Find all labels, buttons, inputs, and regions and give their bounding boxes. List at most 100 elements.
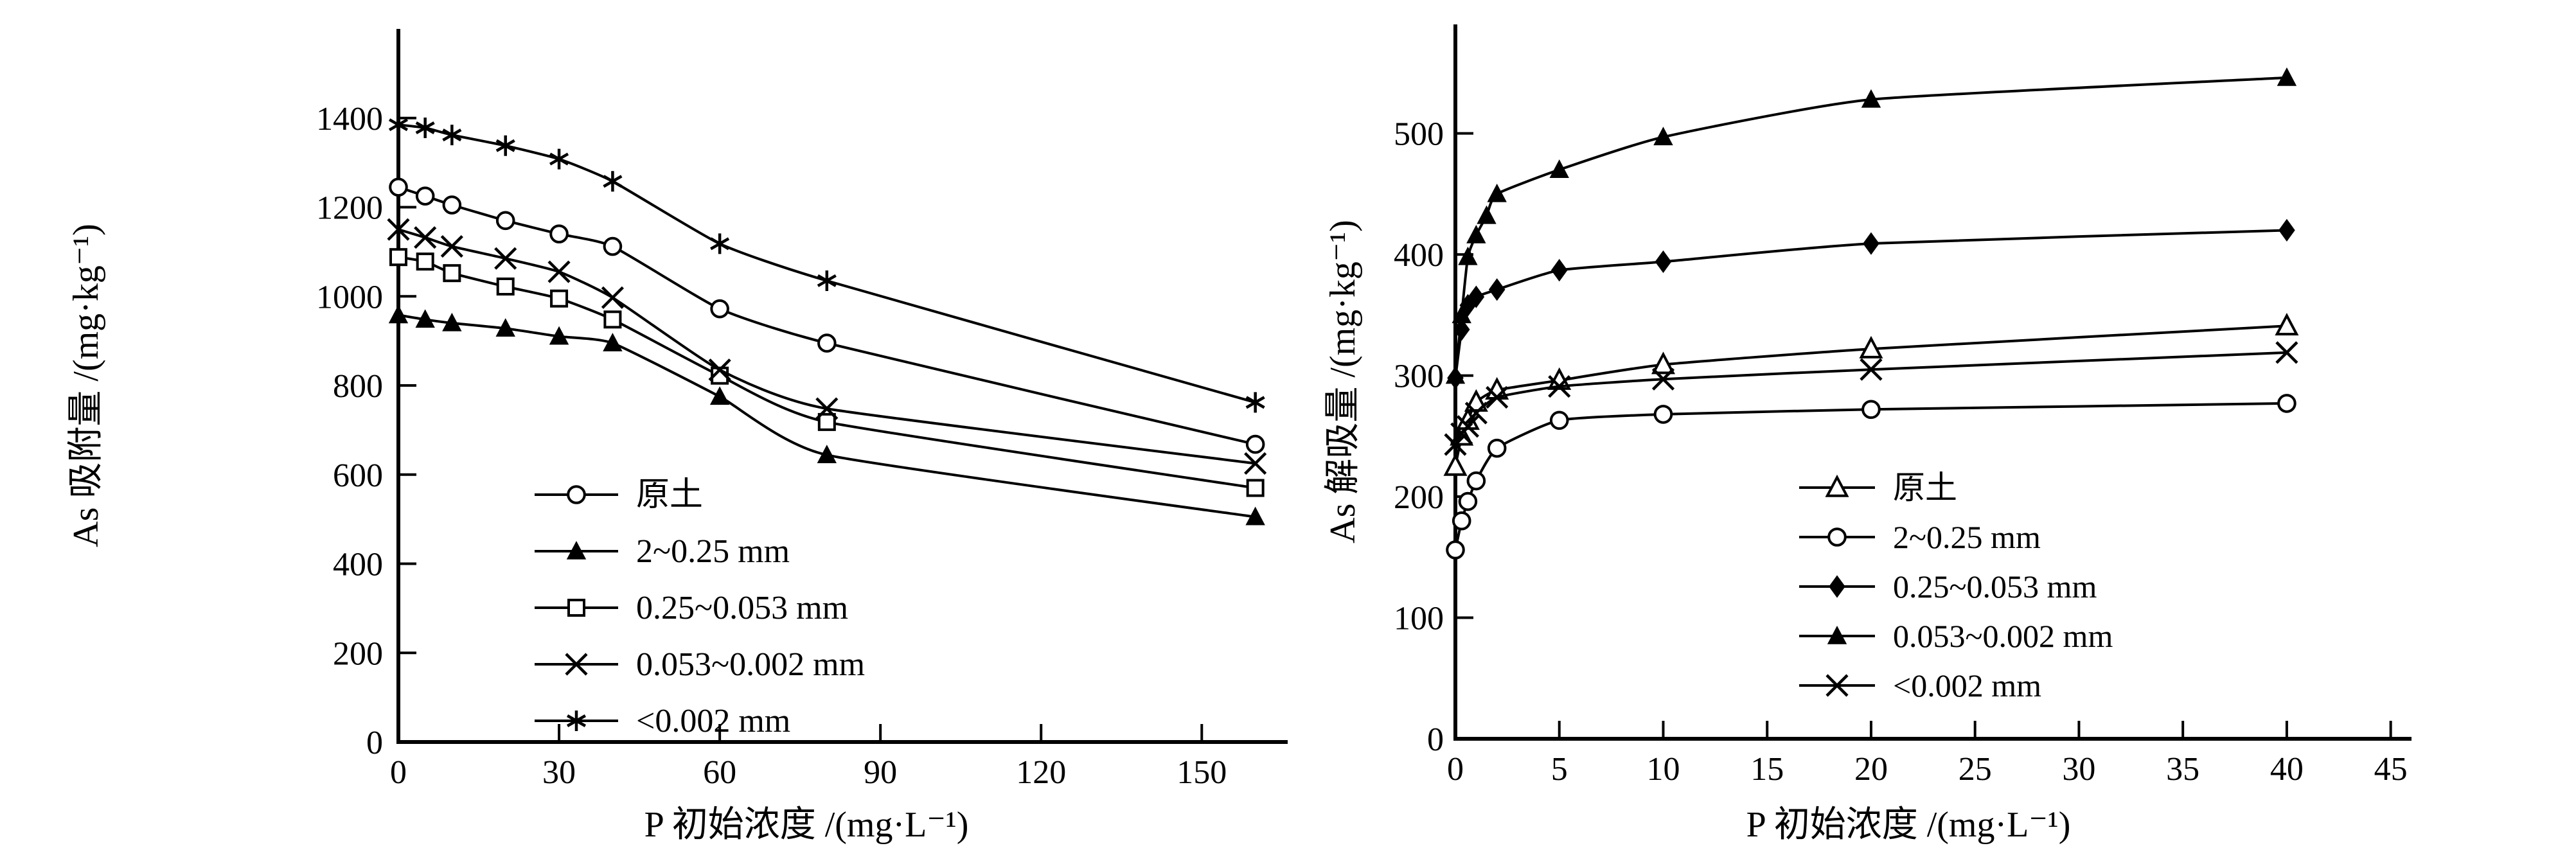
- legend-item: 原土: [1799, 470, 1957, 506]
- x-cross-marker: [440, 234, 463, 258]
- x-cross-marker: [1651, 367, 1675, 391]
- legend: 原土 2~0.25 mm 0.25~0.053 mm 0.053~0.002 mm <0…: [535, 477, 865, 739]
- y-tick-label: 400: [1394, 237, 1444, 274]
- desorption-chart: 0 100 200 300 400 500 0 5 10 15 20 25 30 35 40 45 As 解吸量…: [1323, 24, 2412, 845]
- x-tick-label: 20: [1854, 751, 1888, 788]
- triangle-open-marker: [1825, 474, 1849, 497]
- svg-text:P 初始浓度 /(mg·L⁻¹): P 初始浓度 /(mg·L⁻¹): [1746, 805, 2071, 845]
- asterisk-marker: [566, 711, 587, 731]
- y-tick-label: 400: [333, 547, 383, 583]
- x-tick-label: 15: [1750, 751, 1784, 788]
- x-cross-marker: [1464, 402, 1488, 425]
- circle-open-marker: [442, 195, 462, 215]
- triangle-open-marker: [1443, 453, 1468, 476]
- legend-item: 0.053~0.002 mm: [1799, 618, 2113, 654]
- triangle-filled-marker: [1477, 205, 1497, 224]
- x-axis-ticks: 0 30 60 90 120 150: [390, 724, 1227, 791]
- series-triangle-filled: [388, 305, 1265, 526]
- y-tick-label: 0: [366, 725, 383, 761]
- x-tick-label: 150: [1177, 754, 1227, 791]
- diamond-filled-marker: [2278, 218, 2295, 242]
- square-open-marker: [817, 412, 836, 431]
- asterisk-marker: [549, 148, 569, 170]
- desorption-chart-panel: 0 100 200 300 400 500 0 5 10 15 20 25 30 35 40 45 As 解吸量…: [1288, 0, 2576, 848]
- x-cross-marker: [601, 286, 625, 309]
- legend-label: 0.25~0.053 mm: [636, 590, 848, 626]
- triangle-filled-marker: [388, 305, 409, 324]
- triangle-filled-marker: [817, 445, 837, 464]
- legend-item: 0.25~0.053 mm: [1799, 569, 2097, 605]
- legend: 原土 2~0.25 mm 0.25~0.053 mm 0.053~0.002 mm <0…: [1799, 470, 2113, 703]
- x-cross-marker: [414, 226, 437, 249]
- legend-label: 2~0.25 mm: [1893, 519, 2041, 555]
- triangle-filled-marker: [1245, 506, 1265, 526]
- y-tick-label: 1000: [316, 279, 383, 315]
- x-cross-marker: [565, 653, 588, 676]
- x-cross-marker: [708, 358, 731, 382]
- asterisk-marker: [603, 171, 623, 192]
- x-tick-label: 25: [1959, 751, 1992, 788]
- legend-item: 2~0.25 mm: [1799, 519, 2041, 555]
- circle-open-marker: [549, 224, 569, 243]
- triangle-filled-marker: [442, 312, 462, 331]
- x-cross-marker: [1860, 358, 1883, 381]
- x-tick-label: 45: [2374, 751, 2408, 788]
- adsorption-chart: 0 200 400 600 800 1000 1200 1400 0 30 60 90 120 150 As…: [66, 29, 1288, 845]
- legend-label: 0.053~0.002 mm: [1893, 618, 2113, 654]
- axes: [396, 29, 1288, 744]
- circle-open-marker: [1466, 471, 1486, 491]
- svg-text:As 吸附量 /(mg·kg⁻¹): As 吸附量 /(mg·kg⁻¹): [66, 224, 106, 547]
- diamond-filled-marker: [1453, 318, 1470, 341]
- svg-text:P 初始浓度 /(mg·L⁻¹): P 初始浓度 /(mg·L⁻¹): [644, 805, 969, 845]
- circle-open-marker: [1452, 511, 1471, 531]
- series-asterisk: [388, 114, 1265, 413]
- x-axis-ticks: 0 5 10 15 20 25 30 35 40 45: [1447, 721, 2408, 788]
- square-open-marker: [603, 310, 622, 329]
- x-tick-label: 90: [864, 754, 897, 791]
- y-tick-label: 600: [333, 457, 383, 494]
- diamond-filled-marker: [1655, 250, 1672, 274]
- x-cross-marker: [494, 247, 517, 270]
- series-x-cross: [1444, 341, 2298, 456]
- circle-open-marker: [1861, 400, 1881, 420]
- asterisk-marker: [442, 125, 462, 146]
- circle-open-marker: [603, 236, 623, 256]
- legend-item: 2~0.25 mm: [535, 533, 790, 570]
- y-tick-label: 800: [333, 368, 383, 405]
- triangle-filled-marker: [2277, 67, 2297, 86]
- svg-text:As 解吸量 /(mg·kg⁻¹): As 解吸量 /(mg·kg⁻¹): [1323, 220, 1363, 543]
- series-diamond-filled: [1447, 218, 2295, 389]
- triangle-filled-marker: [603, 333, 623, 351]
- square-open-marker: [567, 599, 585, 617]
- adsorption-chart-panel: 0 200 400 600 800 1000 1200 1400 0 30 60 90 120 150 As…: [66, 29, 1288, 845]
- triangle-filled-marker: [549, 326, 569, 345]
- x-tick-label: 5: [1551, 751, 1568, 788]
- x-cross-marker: [1825, 674, 1849, 697]
- triangle-filled-marker: [1487, 183, 1507, 202]
- series-triangle-open: [1443, 313, 2299, 476]
- x-axis-label: P 初始浓度 /(mg·L⁻¹): [644, 805, 969, 845]
- square-open-marker: [1246, 479, 1265, 497]
- diamond-filled-marker: [1459, 294, 1477, 317]
- triangle-filled-marker: [1452, 305, 1471, 324]
- y-axis-ticks: 0 100 200 300 400 500: [1394, 116, 1473, 758]
- legend-item: 原土: [535, 477, 703, 513]
- circle-open-marker: [389, 177, 408, 197]
- legend-item: <0.002 mm: [535, 703, 790, 739]
- y-tick-label: 100: [1394, 601, 1444, 637]
- y-tick-label: 200: [1394, 479, 1444, 516]
- diamond-filled-marker: [1488, 278, 1506, 301]
- asterisk-marker: [710, 233, 730, 254]
- legend-item: 0.25~0.053 mm: [535, 590, 848, 626]
- triangle-filled-marker: [495, 318, 515, 337]
- x-tick-label: 0: [1447, 751, 1464, 788]
- legend-label: <0.002 mm: [1893, 667, 2041, 703]
- legend-item: 0.053~0.002 mm: [535, 646, 865, 683]
- square-open-marker: [416, 252, 434, 271]
- y-tick-label: 200: [333, 635, 383, 672]
- circle-open-marker: [1487, 438, 1507, 458]
- x-cross-marker: [547, 260, 571, 283]
- circle-open-marker: [2277, 394, 2296, 413]
- triangle-open-marker: [1859, 335, 1883, 358]
